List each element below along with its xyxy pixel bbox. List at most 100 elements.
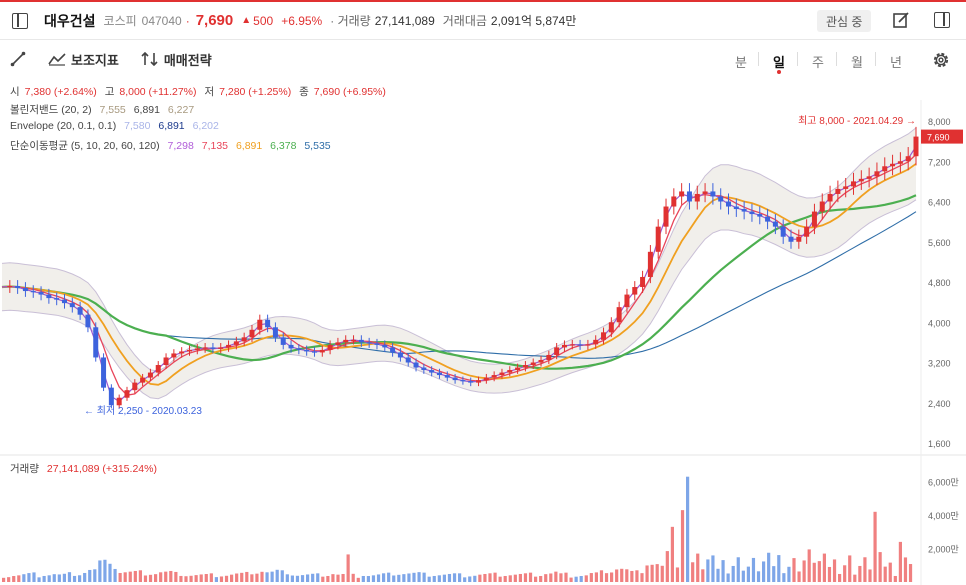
volume-bar [407,573,411,582]
volume-bar [701,569,705,582]
bollinger-band-fill [2,127,916,399]
volume-bar [488,573,492,582]
indicator-button[interactable]: 보조지표 [48,50,119,69]
volume-bar [756,571,761,582]
volume-bar [123,572,127,582]
active-period-dot [777,70,781,74]
volume-bar [853,574,857,582]
open-value: 7,380 (+2.64%) [24,86,97,98]
volume-bar [275,569,279,582]
candle-body [61,299,67,304]
volume-bar [493,572,497,582]
candle-body [186,349,192,352]
edit-icon[interactable] [893,12,909,28]
candle-body [554,347,560,355]
volume-bar [240,572,244,582]
candle-body [718,196,724,202]
volume-bar [518,573,522,582]
volume-bar [782,573,786,582]
candle-body [351,339,357,342]
period-week[interactable]: 주 [812,55,824,70]
volume-bar [539,575,543,582]
stock-name[interactable]: 대우건설 [44,12,96,29]
volume-bar [57,574,61,582]
candle-body [577,344,583,346]
candle-body [757,214,763,217]
period-divider [797,52,798,66]
sma10-line [1,154,917,396]
volume-bar [691,562,695,582]
volume-bar [300,575,305,582]
candle-body [499,372,505,376]
volume-bar [772,566,776,582]
volume-bar [326,575,330,582]
period-year[interactable]: 년 [890,55,902,70]
candle-body [288,344,294,349]
volume-bar [47,575,51,582]
period-month[interactable]: 월 [851,55,863,70]
volume-bar [731,565,735,582]
candle-body [358,339,364,343]
panel-toggle-icon[interactable] [934,12,950,28]
volume-legend-label: 거래량 [10,463,39,475]
volume-bar [736,557,740,582]
candle-body [460,380,466,382]
settings-gear-icon[interactable] [932,51,950,69]
candle-body [741,209,747,212]
candle-body [507,370,513,373]
volume-bar [615,569,619,582]
low-value: 7,280 (+1.25%) [219,86,292,98]
price-tick-label: 2,400 [928,399,951,409]
volume-bar [696,553,700,582]
volume-bar [508,575,512,582]
price-tick-label: 4,000 [928,318,951,328]
volume-bar [503,575,507,582]
volume-bar [392,575,396,582]
volume-bar [143,575,148,582]
volume-bar [118,572,122,582]
watchlist-button[interactable]: 관심 중 [817,10,872,32]
candle-body [647,251,653,277]
market-name: 코스피 [103,14,137,28]
candle-body [429,370,435,373]
volume-bar [645,565,649,582]
candle-body [30,291,36,293]
volume-bar [777,555,781,582]
candle-body [38,292,44,295]
volume-bar [371,575,376,582]
volume-bar [574,576,578,582]
candle-body [147,372,153,378]
bollinger-lower: 6,227 [167,104,195,116]
volume-bar [184,576,188,582]
bollinger-legend[interactable]: 볼린저밴드 (20, 2) 7,555 6,891 6,227 [10,102,199,117]
volume-bar [250,574,254,582]
candle-body [335,342,341,345]
volume-bar [579,576,583,582]
volume-bar [564,572,568,582]
volume-bar [412,572,416,582]
volume-bar [473,575,477,582]
volume-bar [235,573,239,582]
candle-body [874,171,880,177]
strategy-button[interactable]: 매매전략 [141,50,212,69]
candle-body [819,201,825,212]
volume-bar [554,571,558,582]
price-tick-label: 8,000 [928,117,951,127]
candle-body [366,342,372,344]
period-minute[interactable]: 분 [735,55,747,70]
candle-body [241,337,247,342]
volume-bar [62,573,66,582]
volume-bar [83,572,87,582]
envelope-legend[interactable]: Envelope (20, 0.1, 0.1) 7,580 6,891 6,20… [10,120,224,132]
candle-body [530,362,536,366]
candle-body [108,387,114,406]
drawing-tool-icon[interactable] [10,51,26,67]
volume-bar [447,573,452,582]
volume-bar [787,566,791,582]
sidebar-toggle-icon[interactable] [12,12,28,29]
period-day[interactable]: 일 [773,55,785,70]
volume-bar [822,553,826,582]
volume-tick-label: 2,000만 [928,545,959,555]
sma-legend[interactable]: 단순이동평균 (5, 10, 20, 60, 120) 7,298 7,135 … [10,138,336,153]
